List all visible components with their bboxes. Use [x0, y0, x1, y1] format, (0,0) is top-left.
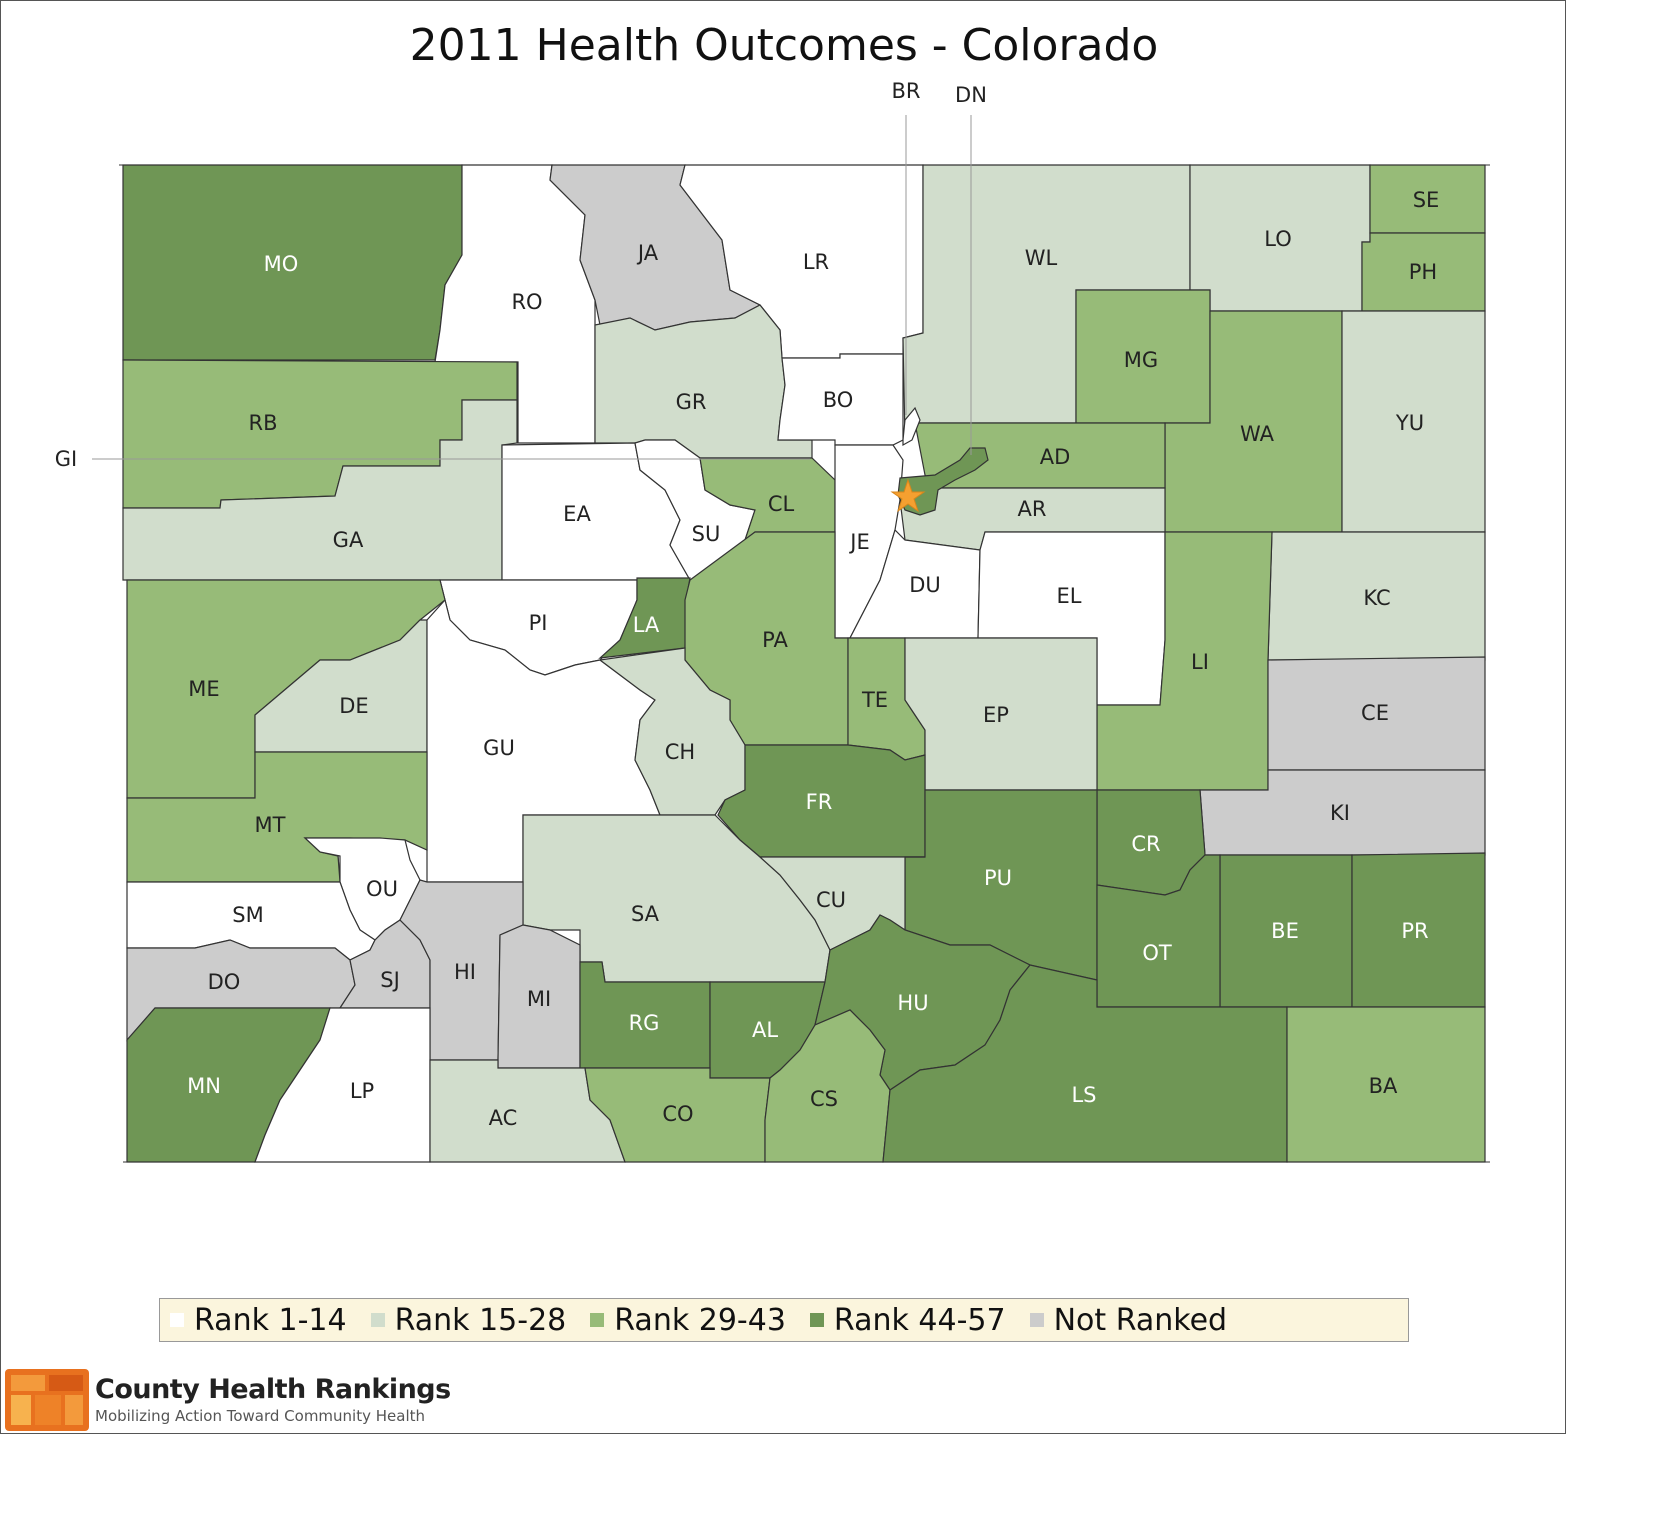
- legend-swatch: [370, 1313, 385, 1327]
- legend-item: Not Ranked: [1029, 1302, 1228, 1338]
- county-label-kc: KC: [1363, 586, 1390, 610]
- county-label-cr: CR: [1131, 832, 1160, 856]
- county-label-do: DO: [208, 970, 241, 994]
- county-label-ar: AR: [1018, 497, 1047, 521]
- legend-swatch: [170, 1313, 184, 1327]
- county-label-ba: BA: [1369, 1074, 1398, 1098]
- county-label-lr: LR: [803, 250, 829, 274]
- county-label-sj: SJ: [380, 968, 400, 992]
- county-label-se: SE: [1413, 188, 1440, 212]
- county-label-mn: MN: [187, 1074, 221, 1098]
- legend-label: Rank 1-14: [194, 1302, 347, 1338]
- county-label-be: BE: [1271, 919, 1299, 943]
- county-label-mt: MT: [255, 813, 286, 837]
- county-label-ot: OT: [1142, 941, 1172, 965]
- county-label-lp: LP: [350, 1079, 374, 1103]
- county-label-pi: PI: [529, 611, 548, 635]
- callout-br: BR: [892, 79, 921, 103]
- brand-tagline: Mobilizing Action Toward Community Healt…: [95, 1407, 426, 1425]
- callout-dn: DN: [955, 83, 987, 107]
- county-label-li: LI: [1191, 650, 1209, 674]
- legend-label: Rank 15-28: [394, 1302, 567, 1338]
- county-label-ea: EA: [563, 502, 591, 526]
- county-label-al: AL: [752, 1018, 778, 1042]
- county-label-su: SU: [692, 522, 721, 546]
- county-label-cs: CS: [810, 1087, 838, 1111]
- colorado-county-map: BR DN GI MO RO JA LR WL LO SE PH RB GR BO MG WA YU AD G…: [55, 79, 1490, 1163]
- county-label-hu: HU: [897, 991, 928, 1015]
- county-label-mg: MG: [1124, 348, 1158, 372]
- county-label-du: DU: [909, 573, 941, 597]
- county-label-ce: CE: [1361, 701, 1389, 725]
- county-label-yu: YU: [1395, 411, 1424, 435]
- county-label-ph: PH: [1409, 260, 1437, 284]
- legend-swatch: [809, 1313, 824, 1327]
- county-label-lo: LO: [1264, 227, 1291, 251]
- county-label-rb: RB: [249, 411, 278, 435]
- county-label-je: JE: [848, 530, 869, 554]
- county-health-rankings-logo-icon: [5, 1369, 89, 1431]
- county-label-ga: GA: [333, 528, 364, 552]
- county-label-sm: SM: [232, 903, 263, 927]
- legend-item: Rank 29-43: [590, 1303, 786, 1338]
- county-label-me: ME: [188, 677, 219, 701]
- county-label-sa: SA: [631, 902, 660, 926]
- county-label-pa: PA: [762, 628, 788, 652]
- county-label-rg: RG: [629, 1011, 660, 1035]
- county-label-ou: OU: [366, 877, 398, 901]
- map-title: 2011 Health Outcomes - Colorado: [409, 20, 1159, 71]
- county-label-cu: CU: [816, 888, 846, 912]
- legend-label: Rank 44-57: [833, 1302, 1006, 1338]
- county-label-ac: AC: [489, 1106, 518, 1130]
- brand-block: County Health Rankings Mobilizing Action…: [95, 1374, 451, 1425]
- county-label-wl: WL: [1025, 246, 1058, 270]
- legend-item: Rank 44-57: [809, 1302, 1006, 1338]
- legend-label: Not Ranked: [1053, 1302, 1228, 1338]
- county-label-fr: FR: [806, 790, 833, 814]
- map-frame: [0, 0, 1566, 1434]
- legend-swatch: [1029, 1313, 1044, 1327]
- legend-label: Rank 29-43: [614, 1302, 786, 1338]
- county-label-bo: BO: [823, 388, 854, 412]
- county-label-hi: HI: [454, 960, 476, 984]
- county-lp: [254, 1007, 431, 1163]
- county-label-cl: CL: [768, 492, 795, 516]
- county-label-ad: AD: [1040, 445, 1071, 469]
- county-label-gr: GR: [676, 390, 707, 414]
- legend: Rank 1-14 Rank 15-28 Rank 29-43 Rank 44-57 N…: [159, 1298, 1409, 1342]
- legend-swatch: [590, 1313, 605, 1327]
- county-br: [902, 406, 921, 447]
- county-label-gu: GU: [483, 736, 515, 760]
- brand-name: County Health Rankings: [95, 1374, 451, 1405]
- county-label-mo: MO: [264, 252, 299, 276]
- county-label-ro: RO: [511, 290, 542, 314]
- legend-item: Rank 15-28: [370, 1302, 567, 1338]
- legend-item: Rank 1-14: [170, 1303, 347, 1338]
- county-label-wa: WA: [1240, 422, 1275, 446]
- capital-star-icon: [890, 478, 926, 513]
- county-label-te: TE: [861, 688, 888, 712]
- county-label-pr: PR: [1401, 919, 1428, 943]
- county-dn: [897, 447, 989, 516]
- county-label-el: EL: [1057, 584, 1082, 608]
- county-label-ja: JA: [636, 241, 659, 265]
- county-label-la: LA: [633, 613, 660, 637]
- county-label-pu: PU: [984, 866, 1012, 890]
- county-label-ls: LS: [1071, 1083, 1096, 1107]
- county-label-mi: MI: [527, 987, 551, 1011]
- county-label-ch: CH: [665, 740, 695, 764]
- county-label-de: DE: [339, 694, 368, 718]
- county-ch: [598, 647, 746, 816]
- callout-gi: GI: [55, 447, 77, 471]
- county-label-co: CO: [662, 1102, 693, 1126]
- county-label-ep: EP: [983, 703, 1009, 727]
- county-label-ki: KI: [1330, 801, 1350, 825]
